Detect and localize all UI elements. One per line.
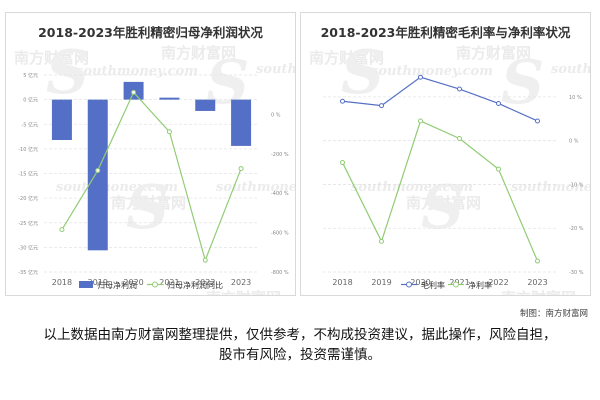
x-tick-label: 2021 (159, 278, 179, 287)
y-right-tick-label: -20 % (569, 226, 584, 232)
y-right-tick-label: 0 % (569, 139, 579, 145)
legend-marker (453, 281, 459, 288)
legend-marker (152, 281, 158, 288)
line-point (457, 135, 462, 141)
x-tick-label: 2022 (195, 278, 215, 287)
y-right-tick-label: -30 % (569, 270, 584, 276)
chart-panel-net-profit: 2018-2023年胜利精密归母净利润状况 南方财富网南方财富网南方财富网南方财… (5, 12, 296, 296)
y-left-tick-label: -20 亿元 (18, 195, 38, 202)
x-tick-label: 2019 (88, 278, 108, 287)
line-point (496, 100, 501, 106)
watermark: 南方财富网南方财富网南方财富网南方财富网南方财富网southmoney.coms… (14, 38, 295, 295)
watermark-s: S (501, 48, 544, 118)
line-point (95, 168, 101, 174)
legend: 归母净利润 归母净利润同比 (79, 280, 223, 290)
watermark-s: S (46, 38, 89, 108)
watermark: 南方财富网南方财富网南方财富网南方财富网南方财富网southmoney.coms… (309, 38, 590, 295)
x-tick-label: 2023 (231, 278, 251, 287)
chart-title: 2018-2023年胜利精密归母净利润状况 (38, 25, 263, 40)
line-point (131, 89, 137, 95)
margin-chart: 南方财富网南方财富网南方财富网南方财富网南方财富网southmoney.coms… (309, 38, 590, 295)
watermark-text: 南方财富网 (501, 289, 576, 295)
y-right-tick-label: -400 % (271, 191, 289, 197)
watermark-text: southmoney.com (511, 180, 590, 195)
bar (159, 97, 180, 100)
line-point (496, 166, 501, 172)
line-series-yoy (61, 91, 242, 263)
watermark-text: southmoney.com (56, 180, 178, 195)
line-point (340, 98, 345, 104)
legend-marker (406, 281, 412, 288)
chart-title: 2018-2023年胜利精密毛利率与净利率状况 (320, 25, 571, 40)
legend-label: 归母净利润同比 (167, 280, 223, 290)
x-tick-label: 2020 (123, 278, 143, 287)
disclaimer-text: 以上数据由南方财富网整理提供，仅供参考，不构成投资建议，据此操作，风险自担，股市… (43, 327, 557, 363)
watermark-text: southmoney.com (256, 62, 295, 77)
bar (87, 99, 108, 251)
x-tick-label: 2022 (488, 278, 508, 287)
legend-label: 净利率 (468, 280, 492, 290)
line-point (238, 166, 244, 172)
watermark-text: 南方财富网 (309, 49, 384, 67)
line-point (418, 74, 423, 80)
line-series (342, 76, 538, 122)
legend-label: 归母净利润 (97, 280, 137, 290)
line-point (379, 238, 384, 244)
y-right-tick-label: 10 % (569, 95, 582, 101)
line-point (202, 257, 208, 263)
watermark-s: S (126, 173, 169, 243)
y-left-tick-label: -35 亿元 (18, 269, 38, 276)
line-point (379, 103, 384, 109)
watermark-text: 南方财富网 (206, 289, 281, 295)
watermark-text: southmoney.com (76, 64, 198, 79)
y-left-tick-label: -10 亿元 (18, 146, 38, 153)
y-right-tick-label: -600 % (271, 231, 289, 237)
watermark-s: S (341, 38, 384, 108)
y-left-tick-label: -15 亿元 (18, 171, 38, 178)
y-right-tick-label: -800 % (271, 270, 289, 276)
grid (44, 74, 259, 273)
chart-panel-margins: 2018-2023年胜利精密毛利率与净利率状况 南方财富网南方财富网南方财富网南… (300, 12, 591, 296)
watermark-text: 南方财富网 (161, 44, 236, 62)
x-tick-label: 2020 (410, 278, 430, 287)
line-series (341, 120, 539, 262)
watermark-s: S (421, 173, 464, 243)
legend: 毛利率 净利率 (401, 280, 492, 290)
watermark-text: southmoney.com (351, 180, 473, 195)
y-left-tick-label: -30 亿元 (18, 244, 38, 251)
line-point (418, 118, 423, 124)
y-left-tick-label: -25 亿元 (18, 220, 38, 227)
watermark-text: 南方财富网 (406, 194, 481, 212)
legend-bar-swatch (79, 281, 93, 288)
watermark-text: southmoney.com (551, 62, 590, 77)
x-tick-label: 2021 (449, 278, 469, 287)
y-right-tick-label: -200 % (271, 152, 289, 158)
line-point (59, 227, 65, 233)
bar (51, 99, 72, 141)
watermark-text: 南方财富网 (456, 44, 531, 62)
x-tick-label: 2019 (371, 278, 391, 287)
y-left-tick-label: 5 亿元 (23, 72, 38, 79)
x-tick-label: 2023 (527, 278, 547, 287)
y-left-tick-label: -5 亿元 (21, 121, 38, 128)
line-point (340, 160, 345, 166)
line-point (535, 258, 540, 264)
bar (231, 99, 252, 146)
y-left-tick-label: 0 亿元 (23, 97, 38, 104)
line-point (535, 118, 540, 124)
y-right-tick-label: -10 % (569, 182, 584, 188)
chart-credit: 制图：南方财富网 (519, 309, 588, 319)
net-profit-chart: 南方财富网南方财富网南方财富网南方财富网南方财富网southmoney.coms… (14, 38, 295, 295)
grid (323, 96, 557, 273)
line-point (166, 129, 172, 135)
watermark-text: 南方财富网 (14, 49, 89, 67)
legend-label: 毛利率 (421, 280, 445, 290)
bar (195, 99, 216, 111)
x-tick-label: 2018 (332, 278, 352, 287)
watermark-text: southmoney.com (371, 64, 493, 79)
line-point (457, 86, 462, 92)
x-tick-label: 2018 (52, 278, 72, 287)
y-right-tick-label: 0 % (271, 112, 281, 118)
